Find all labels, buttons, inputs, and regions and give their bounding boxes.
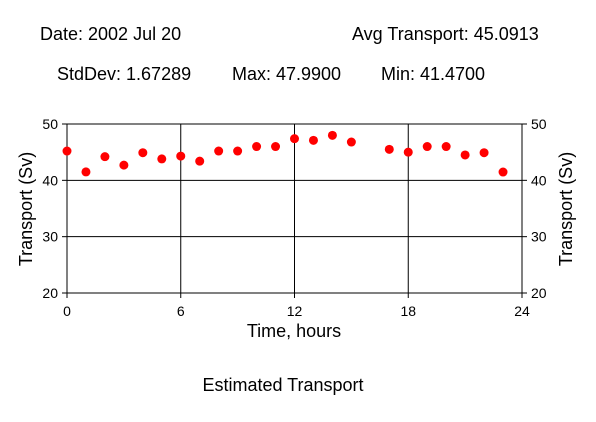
data-point [441, 142, 451, 152]
grid-lines [67, 124, 522, 293]
y-axis-label-left: Transport (Sv) [16, 152, 36, 266]
data-point [403, 147, 413, 157]
y-tick-label-right: 20 [531, 285, 547, 301]
stddev-label: StdDev: 1.67289 [57, 64, 192, 84]
y-tick-label-right: 50 [531, 116, 547, 132]
x-tick-label: 6 [177, 303, 185, 319]
x-axis-label: Time, hours [247, 321, 341, 341]
chart-title: Estimated Transport [202, 375, 363, 395]
data-point [138, 148, 148, 158]
y-axis-label-right: Transport (Sv) [556, 152, 576, 266]
data-point [384, 144, 394, 154]
data-point [62, 146, 72, 156]
x-tick-label: 12 [287, 303, 303, 319]
data-point [308, 135, 318, 145]
data-points [62, 130, 508, 177]
data-point [479, 148, 489, 158]
data-point [176, 151, 186, 161]
data-point [422, 142, 432, 152]
data-point [498, 167, 508, 177]
data-point [271, 142, 281, 152]
x-tick-label: 24 [514, 303, 530, 319]
x-tick-label: 18 [400, 303, 416, 319]
data-point [81, 167, 91, 177]
data-point [290, 134, 299, 144]
data-point [233, 146, 243, 156]
data-point [327, 130, 337, 140]
max-label: Max: 47.9900 [232, 64, 342, 84]
data-point [214, 146, 224, 156]
data-point [100, 152, 110, 162]
date-label: Date: 2002 Jul 20 [40, 24, 182, 44]
data-point [157, 154, 167, 164]
data-point [195, 156, 205, 166]
y-tick-label-right: 30 [531, 229, 547, 245]
y-tick-label-right: 40 [531, 172, 547, 188]
data-point [252, 142, 262, 152]
y-tick-label-left: 20 [42, 285, 58, 301]
x-tick-label: 0 [63, 303, 71, 319]
data-point [460, 150, 470, 160]
min-label: Min: 41.4700 [381, 64, 486, 84]
y-tick-label-left: 30 [42, 229, 58, 245]
data-point [119, 160, 129, 170]
y-tick-label-left: 50 [42, 116, 58, 132]
y-tick-label-left: 40 [42, 172, 58, 188]
avg-transport-label: Avg Transport: 45.0913 [352, 24, 539, 44]
data-point [346, 137, 356, 147]
